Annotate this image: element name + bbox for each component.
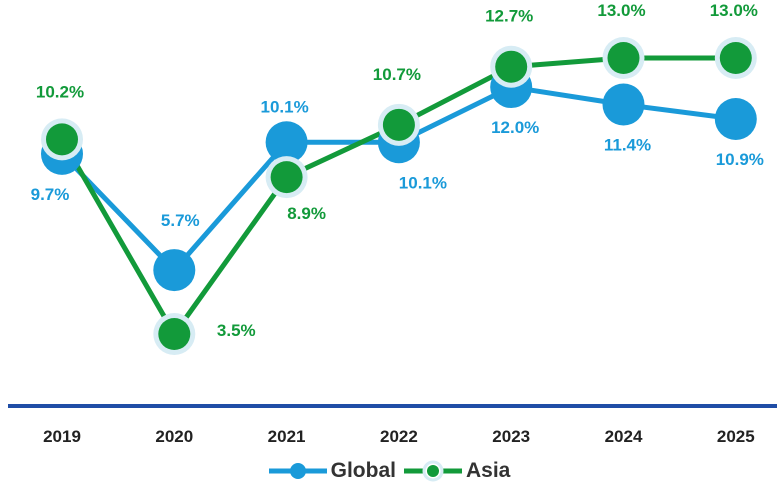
data-label-global-2025: 10.9% — [716, 150, 764, 169]
x-tick-label-2022: 2022 — [380, 427, 418, 446]
x-tick-label-2024: 2024 — [605, 427, 643, 446]
line-chart: 9.7% 5.7% 10.1% 10.1% 12.0% 11.4% 10.9% 10.2% 3.… — [8, 1, 777, 446]
data-label-global-2022: 10.1% — [399, 173, 447, 192]
legend-key-global — [268, 463, 327, 479]
point-asia-2019 — [41, 118, 83, 161]
data-label-asia-2020: 3.5% — [217, 321, 256, 340]
data-label-asia-2019: 10.2% — [36, 82, 84, 101]
data-label-asia-2024: 13.0% — [597, 1, 645, 20]
data-label-global-2024: 11.4% — [604, 135, 651, 154]
data-label-asia-2025: 13.0% — [710, 1, 758, 20]
point-asia-2022 — [377, 103, 420, 146]
point-global-2025 — [714, 98, 757, 141]
point-asia-2021 — [265, 156, 308, 199]
legend-key-asia — [403, 460, 462, 482]
x-tick-labels: 2019 2020 2021 2022 2023 2024 2025 — [43, 427, 755, 446]
x-tick-label-2023: 2023 — [492, 427, 530, 446]
point-global-2021 — [265, 121, 308, 164]
point-asia-2023 — [490, 45, 533, 88]
point-global-2020 — [153, 249, 196, 292]
x-tick-label-2019: 2019 — [43, 427, 81, 446]
legend-label-global: Global — [330, 459, 396, 482]
point-global-2024 — [602, 83, 645, 126]
legend-item-global: Global — [267, 458, 396, 484]
data-label-asia-2023: 12.7% — [485, 7, 533, 26]
point-asia-2025 — [714, 37, 757, 79]
legend-label-asia: Asia — [465, 459, 511, 482]
point-asia-2024 — [602, 37, 645, 79]
series-layer: 9.7% 5.7% 10.1% 10.1% 12.0% 11.4% 10.9% 10.2% 3.… — [31, 1, 764, 355]
x-tick-label-2020: 2020 — [155, 427, 193, 446]
legend-item-asia: Asia — [402, 458, 510, 484]
data-label-global-2023: 12.0% — [491, 118, 539, 137]
data-label-asia-2021: 8.9% — [287, 204, 326, 223]
x-tick-label-2025: 2025 — [717, 427, 755, 446]
legend: Global Asia — [0, 458, 777, 484]
x-tick-label-2021: 2021 — [268, 427, 306, 446]
data-label-global-2021: 10.1% — [260, 97, 308, 116]
data-label-global-2019: 9.7% — [31, 185, 70, 204]
data-label-global-2020: 5.7% — [161, 211, 200, 230]
data-label-asia-2022: 10.7% — [373, 65, 421, 84]
point-asia-2020 — [153, 313, 196, 355]
